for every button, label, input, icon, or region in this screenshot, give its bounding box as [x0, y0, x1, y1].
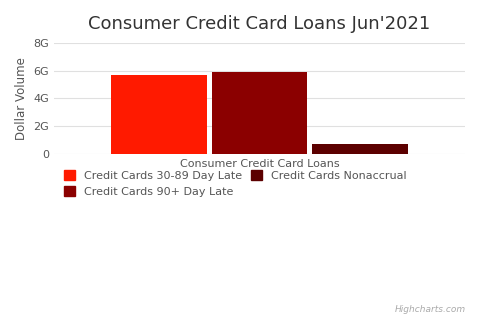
Bar [111, 75, 207, 154]
Bar [312, 144, 408, 154]
Legend: Credit Cards 30-89 Day Late, Credit Cards 90+ Day Late, Credit Cards Nonaccrual: Credit Cards 30-89 Day Late, Credit Card… [60, 166, 411, 202]
Y-axis label: Dollar Volume: Dollar Volume [15, 57, 28, 140]
Title: Consumer Credit Card Loans Jun'2021: Consumer Credit Card Loans Jun'2021 [88, 15, 431, 33]
Bar [212, 72, 307, 154]
Text: Highcharts.com: Highcharts.com [395, 305, 466, 314]
